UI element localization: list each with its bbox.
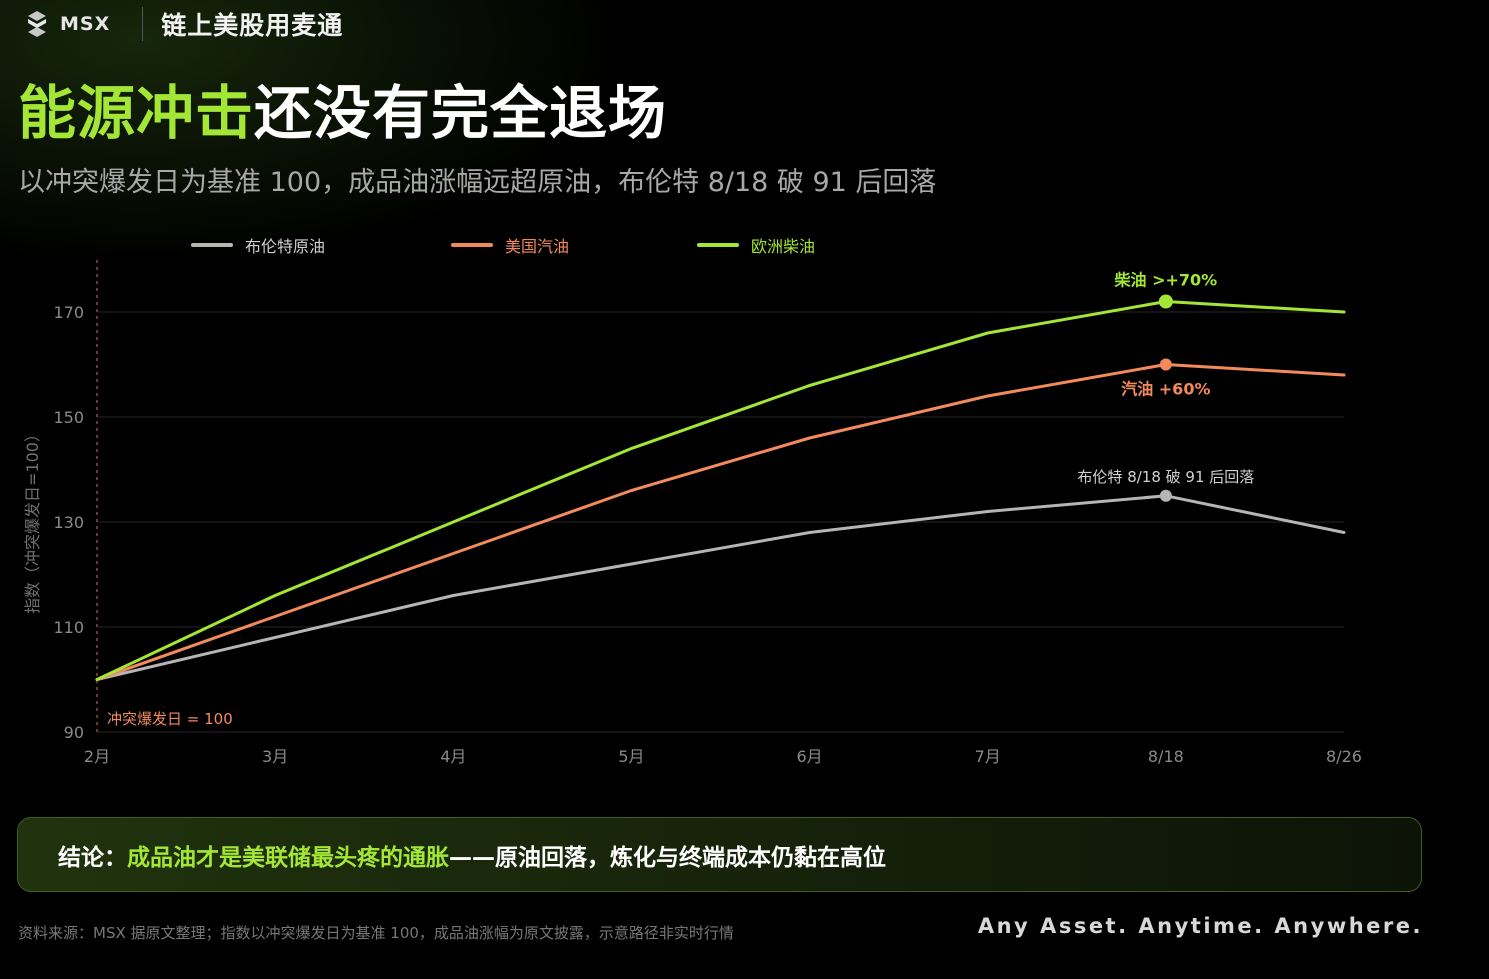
legend-swatch-gasoline <box>451 243 493 247</box>
x-tick-label: 6月 <box>796 747 822 766</box>
y-tick-label: 150 <box>53 408 84 427</box>
line-chart: 90 110 130 150 170 2月 3月 4月 5月 6月 7月 8/18 8/26 指数（冲突爆… <box>23 260 1362 766</box>
legend-item-diesel: 欧洲柴油 <box>697 233 815 257</box>
source-note: 资料来源：MSX 据原文整理；指数以冲突爆发日为基准 100，成品油涨幅为原文披… <box>18 924 734 942</box>
tagline: Any Asset. Anytime. Anywhere. <box>977 914 1423 938</box>
x-tick-label: 8/26 <box>1326 747 1362 766</box>
brand-name: MSX <box>60 13 111 35</box>
x-tick-label: 3月 <box>262 747 288 766</box>
legend-swatch-brent <box>191 243 233 247</box>
x-tick-label: 4月 <box>440 747 466 766</box>
legend-label-brent: 布伦特原油 <box>245 237 326 256</box>
title-highlight: 能源冲击 <box>18 79 255 147</box>
legend-label-gasoline: 美国汽油 <box>505 237 570 256</box>
legend-label-diesel: 欧洲柴油 <box>751 237 816 256</box>
legend-item-brent: 布伦特原油 <box>191 233 325 257</box>
conclusion-box: 结论： 成品油才是美联储最头疼的通胀 ——原油回落，炼化与终端成本仍黏在高位 <box>17 817 1422 892</box>
series-line-brent <box>95 494 1346 681</box>
series-line-diesel <box>95 300 1346 681</box>
page-title: 能源冲击还没有完全退场 <box>18 66 667 150</box>
header-title: 链上美股用麦通 <box>161 11 344 40</box>
annotation-point-brent <box>1159 489 1172 502</box>
y-tick-label: 170 <box>53 303 84 322</box>
annotation-point-gasoline <box>1159 358 1172 371</box>
title-rest: 还没有完全退场 <box>254 79 668 147</box>
chart-legend: 布伦特原油 美国汽油 欧洲柴油 <box>0 233 1489 257</box>
y-axis-label: 指数（冲突爆发日=100） <box>23 426 42 614</box>
annotation-point-diesel <box>1158 294 1173 309</box>
series-line-gasoline <box>95 363 1346 681</box>
x-tick-label: 2月 <box>84 747 110 766</box>
baseline-label: 冲突爆发日 = 100 <box>107 710 233 728</box>
annotation-label-gasoline: 汽油 +60% <box>1121 380 1210 399</box>
x-tick-label: 8/18 <box>1148 747 1184 766</box>
conclusion-rest: ——原油回落，炼化与终端成本仍黏在高位 <box>449 844 886 871</box>
header: MSX 链上美股用麦通 <box>22 6 343 42</box>
y-tick-label: 130 <box>53 513 84 532</box>
header-divider <box>142 7 144 41</box>
x-tick-label: 7月 <box>975 747 1001 766</box>
y-tick-label: 90 <box>64 723 84 742</box>
annotation-label-brent: 布伦特 8/18 破 91 后回落 <box>1077 468 1254 486</box>
legend-item-gasoline: 美国汽油 <box>451 233 569 257</box>
x-tick-label: 5月 <box>618 747 644 766</box>
annotation-label-diesel: 柴油 >+70% <box>1114 271 1218 290</box>
conclusion-label: 结论： <box>58 844 127 871</box>
subtitle: 以冲突爆发日为基准 100，成品油涨幅远超原油，布伦特 8/18 破 91 后回… <box>18 167 937 198</box>
msx-logo-icon <box>28 11 46 37</box>
conclusion-highlight: 成品油才是美联储最头疼的通胀 <box>127 844 449 871</box>
y-tick-label: 110 <box>53 618 84 637</box>
legend-swatch-diesel <box>697 243 739 247</box>
